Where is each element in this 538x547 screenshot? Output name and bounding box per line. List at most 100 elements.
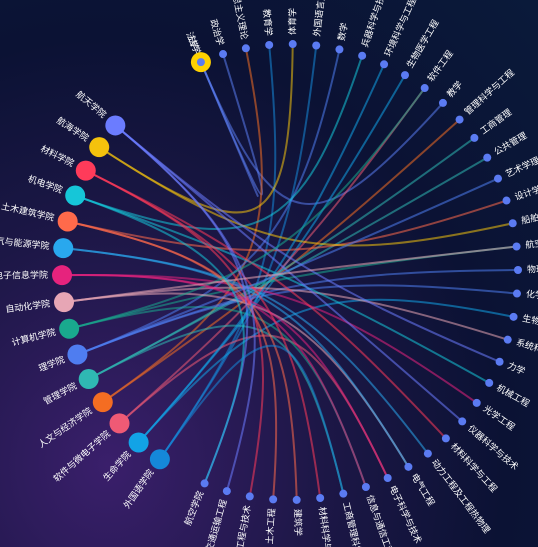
source-node[interactable] bbox=[67, 344, 88, 365]
source-node-label: 电气与能源学院 bbox=[0, 234, 50, 253]
chord-link bbox=[137, 63, 385, 444]
target-node[interactable] bbox=[269, 495, 278, 504]
target-node[interactable] bbox=[380, 60, 389, 69]
source-node-label: 计算机学院 bbox=[10, 326, 57, 349]
target-node-label: 系统科学 bbox=[515, 336, 538, 358]
target-node[interactable] bbox=[502, 196, 511, 205]
source-node[interactable] bbox=[92, 392, 113, 413]
source-node[interactable] bbox=[75, 160, 96, 181]
source-node[interactable] bbox=[54, 292, 75, 313]
source-node[interactable] bbox=[53, 238, 74, 259]
target-node[interactable] bbox=[358, 51, 367, 60]
source-node[interactable] bbox=[109, 413, 130, 434]
target-node[interactable] bbox=[458, 417, 467, 426]
target-node[interactable] bbox=[196, 58, 205, 67]
source-node-label: 航天学院 bbox=[73, 88, 108, 120]
target-node-label: 兵器科学与技术 bbox=[359, 0, 390, 49]
target-node[interactable] bbox=[219, 50, 228, 59]
target-node-label: 光学工程 bbox=[481, 403, 517, 433]
target-node[interactable] bbox=[288, 40, 297, 49]
nodes-layer bbox=[52, 40, 522, 504]
chord-link bbox=[102, 48, 263, 403]
target-node-label: 化学工程与技术 bbox=[231, 504, 254, 547]
target-node[interactable] bbox=[495, 357, 504, 366]
target-node-label: 力学 bbox=[506, 359, 527, 377]
target-node[interactable] bbox=[404, 462, 413, 471]
target-node[interactable] bbox=[335, 45, 344, 54]
source-node[interactable] bbox=[65, 185, 86, 206]
chord-link bbox=[159, 344, 345, 494]
chord-link bbox=[74, 194, 490, 384]
target-node[interactable] bbox=[423, 449, 432, 458]
chord-link bbox=[137, 74, 406, 444]
target-node-label: 航空学院 bbox=[182, 489, 207, 527]
target-node[interactable] bbox=[200, 479, 209, 488]
target-node[interactable] bbox=[483, 153, 492, 162]
target-node[interactable] bbox=[441, 434, 450, 443]
source-node[interactable] bbox=[57, 211, 78, 232]
target-node[interactable] bbox=[241, 44, 250, 53]
target-node[interactable] bbox=[222, 487, 231, 496]
target-node[interactable] bbox=[512, 289, 521, 298]
chord-link bbox=[199, 53, 264, 196]
target-node-label: 政治学 bbox=[207, 18, 226, 47]
target-node-label: 体育学 bbox=[286, 8, 298, 35]
source-node[interactable] bbox=[78, 369, 99, 390]
target-node[interactable] bbox=[245, 492, 254, 501]
target-node-label: 数学 bbox=[335, 22, 351, 42]
target-node[interactable] bbox=[420, 84, 429, 93]
target-node[interactable] bbox=[503, 335, 512, 344]
source-node-label: 生命学院 bbox=[101, 449, 134, 484]
target-node-label: 外国语言文学 bbox=[311, 0, 329, 37]
target-node-label: 教育学 bbox=[260, 8, 274, 36]
target-node[interactable] bbox=[438, 98, 447, 107]
source-node-label: 机电学院 bbox=[26, 173, 64, 196]
target-node[interactable] bbox=[361, 482, 370, 491]
source-node[interactable] bbox=[128, 432, 149, 453]
target-node[interactable] bbox=[400, 71, 409, 80]
target-node-label: 船舶与海洋工程 bbox=[520, 202, 538, 227]
target-node[interactable] bbox=[292, 495, 301, 504]
chord-link bbox=[63, 245, 517, 304]
target-node-label: 物理学 bbox=[527, 263, 538, 275]
target-node[interactable] bbox=[339, 489, 348, 498]
target-node-label: 工商管理 bbox=[478, 106, 514, 137]
source-node[interactable] bbox=[52, 265, 73, 286]
target-node[interactable] bbox=[383, 474, 392, 483]
target-node[interactable] bbox=[472, 398, 481, 407]
source-node[interactable] bbox=[149, 449, 170, 470]
target-node-label: 机械工程 bbox=[494, 382, 531, 410]
target-node[interactable] bbox=[312, 41, 321, 50]
chord-link bbox=[74, 194, 245, 484]
chord-link bbox=[63, 292, 410, 468]
source-node-label: 自动化学院 bbox=[5, 298, 51, 316]
source-node[interactable] bbox=[105, 115, 126, 136]
target-node-label: 公共管理 bbox=[492, 129, 529, 157]
source-node-label: 外国语学院 bbox=[121, 467, 157, 511]
target-node[interactable] bbox=[265, 40, 274, 49]
target-node-label: 软件工程 bbox=[425, 48, 456, 84]
target-node-label: 马克思主义理论 bbox=[227, 0, 251, 41]
source-node[interactable] bbox=[89, 137, 110, 158]
target-node-label: 建筑学 bbox=[291, 509, 304, 536]
target-node[interactable] bbox=[512, 242, 521, 251]
chord-link bbox=[137, 298, 514, 444]
target-node-label: 航空宇航科学与技术 bbox=[525, 230, 538, 251]
target-node[interactable] bbox=[470, 133, 479, 142]
target-node[interactable] bbox=[493, 174, 502, 183]
target-node[interactable] bbox=[508, 219, 517, 228]
source-node[interactable] bbox=[59, 318, 80, 339]
target-node[interactable] bbox=[455, 115, 464, 124]
chord-link bbox=[63, 247, 429, 455]
chord-link bbox=[68, 87, 426, 330]
chord-link bbox=[85, 169, 447, 440]
source-node-label: 航海学院 bbox=[54, 114, 91, 144]
source-node-label: 管理学院 bbox=[41, 380, 78, 408]
target-node-label: 材料科学与技术 bbox=[316, 506, 336, 547]
chord-link bbox=[159, 44, 277, 460]
target-node[interactable] bbox=[485, 378, 494, 387]
target-node[interactable] bbox=[513, 266, 522, 275]
target-node[interactable] bbox=[316, 493, 325, 502]
target-node[interactable] bbox=[509, 312, 518, 321]
